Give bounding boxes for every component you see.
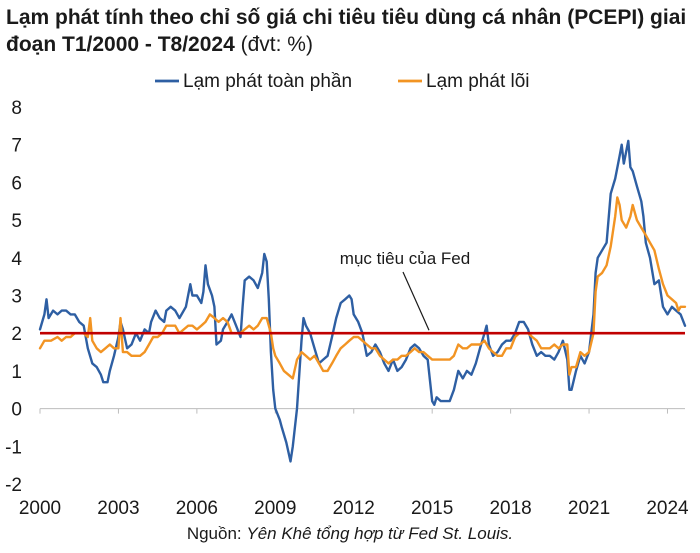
chart-title-unit: (đvt: %) bbox=[240, 33, 313, 56]
chart-title-main: Lạm phát tính theo chỉ số giá chi tiêu t… bbox=[6, 6, 687, 56]
target-label: mục tiêu của Fed bbox=[340, 249, 470, 268]
y-tick-label: -2 bbox=[5, 475, 22, 496]
y-tick-label: 3 bbox=[11, 287, 22, 308]
x-tick-label: 2009 bbox=[254, 498, 296, 519]
source-prefix: Nguồn: bbox=[186, 524, 247, 543]
y-tick-label: 2 bbox=[11, 324, 22, 345]
source-note: Nguồn: Yên Khê tổng hợp từ Fed St. Louis… bbox=[0, 524, 700, 544]
source-body: Yên Khê tổng hợp từ Fed St. Louis. bbox=[246, 524, 514, 543]
y-tick-label: 4 bbox=[11, 249, 22, 270]
y-tick-label: 5 bbox=[11, 211, 22, 232]
y-tick-label: 0 bbox=[11, 400, 22, 421]
series-line-headline bbox=[38, 139, 687, 463]
chart-title: Lạm phát tính theo chỉ số giá chi tiêu t… bbox=[6, 4, 696, 58]
x-tick-label: 2015 bbox=[411, 498, 453, 519]
x-tick-label: 2006 bbox=[176, 498, 218, 519]
x-tick-label: 2024 bbox=[646, 498, 689, 519]
target-pointer bbox=[402, 271, 430, 331]
y-tick-label: 7 bbox=[11, 136, 22, 157]
x-tick-label: 2012 bbox=[333, 498, 375, 519]
x-tick-label: 2018 bbox=[489, 498, 531, 519]
y-tick-label: 8 bbox=[11, 98, 22, 119]
legend-label-headline: Lạm phát toàn phần bbox=[183, 71, 352, 92]
x-tick-label: 2003 bbox=[97, 498, 139, 519]
series-line-core bbox=[38, 196, 687, 380]
x-tick-label: 2000 bbox=[19, 498, 61, 519]
y-tick-label: -1 bbox=[5, 437, 22, 458]
x-tick-label: 2021 bbox=[568, 498, 610, 519]
y-tick-label: 1 bbox=[11, 362, 22, 383]
y-tick-label: 6 bbox=[11, 173, 22, 194]
legend-label-core: Lạm phát lõi bbox=[426, 71, 530, 92]
